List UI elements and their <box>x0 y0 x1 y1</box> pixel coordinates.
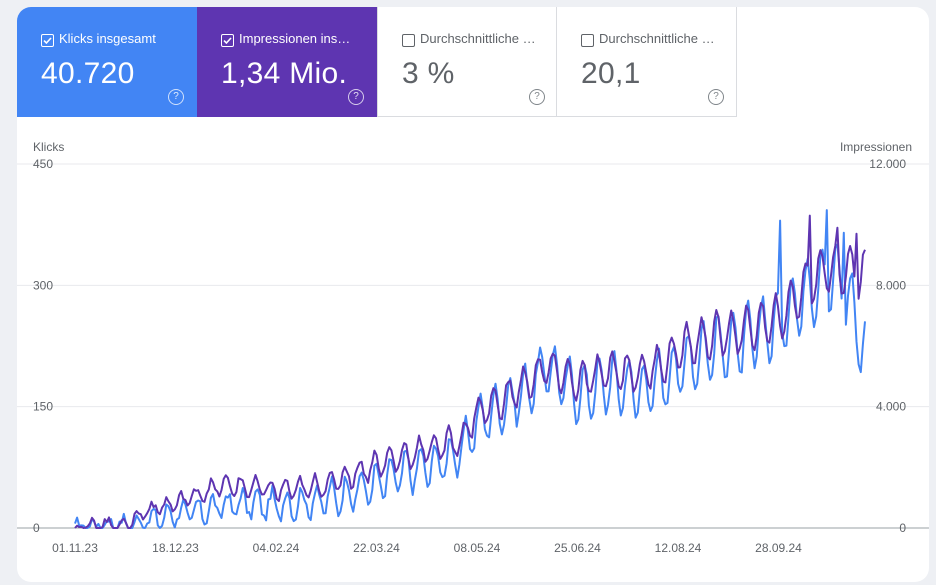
help-icon[interactable]: ? <box>708 89 724 105</box>
checkbox-checked-icon[interactable] <box>41 34 54 47</box>
left-axis-label: Klicks <box>33 140 64 154</box>
left-axis-ticks: 450 300 150 0 <box>33 157 53 535</box>
metric-tab-position[interactable]: Durchschnittliche … 20,1 ? <box>557 7 737 117</box>
metric-tab-clicks[interactable]: Klicks insgesamt 40.720 ? <box>17 7 197 117</box>
performance-card: Klicks insgesamt 40.720 ? Impressionen i… <box>17 7 929 582</box>
right-tick-label: 4.000 <box>876 400 906 414</box>
left-tick-label: 0 <box>33 521 40 535</box>
x-tick-label: 01.11.23 <box>52 541 98 555</box>
right-axis-ticks: 12.000 8.000 4.000 0 <box>869 157 906 535</box>
metric-label: Durchschnittliche … <box>599 31 715 46</box>
checkbox-unchecked-icon[interactable] <box>402 34 415 47</box>
metric-tab-impressions[interactable]: Impressionen ins… 1,34 Mio. ? <box>197 7 377 117</box>
x-tick-label: 08.05.24 <box>454 541 501 555</box>
x-axis-ticks: 01.11.23 18.12.23 04.02.24 22.03.24 08.05.24… <box>52 541 802 555</box>
x-tick-label: 25.06.24 <box>554 541 601 555</box>
checkbox-unchecked-icon[interactable] <box>581 34 594 47</box>
metric-label: Impressionen ins… <box>239 31 351 46</box>
left-tick-label: 450 <box>33 157 53 171</box>
clicks-series-line <box>74 209 866 529</box>
help-icon[interactable]: ? <box>348 89 364 105</box>
x-tick-label: 18.12.23 <box>152 541 199 555</box>
metric-tabs: Klicks insgesamt 40.720 ? Impressionen i… <box>17 7 737 117</box>
right-tick-label: 8.000 <box>876 278 906 292</box>
performance-chart[interactable]: Klicks Impressionen 450 300 150 0 12.000 8.0… <box>17 7 929 582</box>
left-tick-label: 150 <box>33 400 53 414</box>
grid <box>17 163 929 529</box>
help-icon[interactable]: ? <box>529 89 545 105</box>
left-tick-label: 300 <box>33 278 53 292</box>
x-tick-label: 04.02.24 <box>253 541 300 555</box>
metric-label: Durchschnittliche … <box>420 31 536 46</box>
metric-value: 20,1 <box>581 57 641 90</box>
metric-value: 40.720 <box>41 57 135 90</box>
metric-tab-ctr[interactable]: Durchschnittliche … 3 % ? <box>377 7 557 117</box>
right-tick-label: 12.000 <box>869 157 906 171</box>
right-tick-label: 0 <box>899 521 906 535</box>
x-tick-label: 22.03.24 <box>353 541 400 555</box>
right-axis-label: Impressionen <box>840 140 912 154</box>
metric-value: 1,34 Mio. <box>221 57 348 90</box>
x-tick-label: 28.09.24 <box>755 541 802 555</box>
x-tick-label: 12.08.24 <box>655 541 702 555</box>
metric-value: 3 % <box>402 57 455 90</box>
help-icon[interactable]: ? <box>168 89 184 105</box>
checkbox-checked-icon[interactable] <box>221 34 234 47</box>
metric-label: Klicks insgesamt <box>59 31 156 46</box>
impressions-series-line <box>74 214 866 529</box>
series-lines <box>74 209 866 529</box>
